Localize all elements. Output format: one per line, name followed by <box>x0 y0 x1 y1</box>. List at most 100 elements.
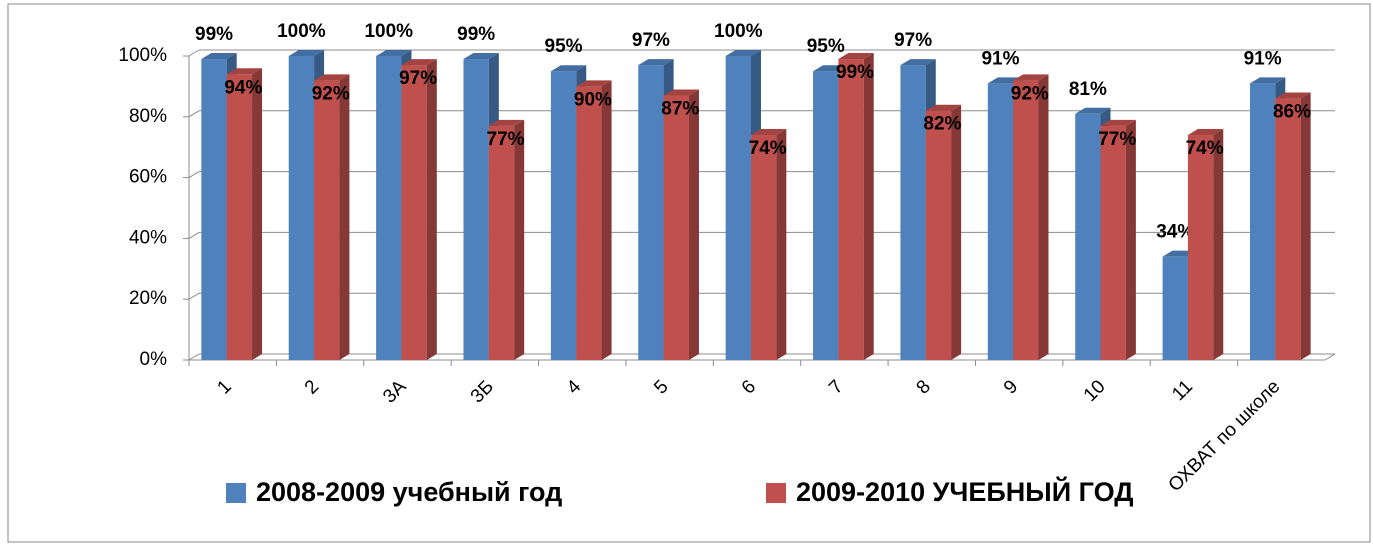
data-label: 82% <box>923 114 961 135</box>
grid-depth <box>188 231 200 239</box>
bar-top <box>925 104 962 111</box>
bar <box>925 104 962 360</box>
legend-swatch <box>766 483 786 503</box>
bar-side <box>1300 92 1311 360</box>
bar <box>401 59 437 361</box>
bar-front <box>925 110 952 360</box>
bar-side <box>426 59 437 361</box>
bar-top <box>1249 77 1286 84</box>
bar-top <box>1275 92 1311 99</box>
y-tick-label: 100% <box>118 45 167 66</box>
bar-front <box>838 59 864 360</box>
grid-depth <box>188 110 200 118</box>
data-label: 81% <box>1069 79 1107 100</box>
bar <box>663 89 699 361</box>
data-label: 99% <box>457 24 495 45</box>
bar-top <box>751 129 787 136</box>
legend-label: 2008-2009 учебный год <box>256 477 562 507</box>
grid-depth <box>188 292 200 300</box>
bar-side <box>601 80 612 361</box>
bar-top <box>401 59 437 66</box>
bar-top <box>463 53 499 60</box>
bar-front <box>1187 135 1214 360</box>
bar-side <box>1125 119 1136 360</box>
bar-top <box>488 119 525 126</box>
grid-depth <box>188 353 200 361</box>
data-label: 92% <box>1011 83 1049 104</box>
data-label: 99% <box>836 62 874 83</box>
bar-front <box>463 59 489 360</box>
data-label: 94% <box>224 77 262 98</box>
data-label: 100% <box>714 21 763 42</box>
bar-side <box>1213 129 1224 360</box>
bar-front <box>1162 256 1188 360</box>
data-label: 74% <box>1186 138 1224 159</box>
bar-front <box>314 80 340 360</box>
legend-swatch <box>226 483 246 503</box>
x-axis-depth <box>1324 353 1336 361</box>
bar <box>576 80 612 361</box>
data-label: 95% <box>545 36 583 57</box>
data-label: 90% <box>574 89 612 110</box>
bar-top <box>1187 129 1224 136</box>
bar-front <box>663 95 689 361</box>
bar-side <box>863 53 874 360</box>
bar-front <box>1249 83 1276 361</box>
bar-front <box>987 83 1014 361</box>
bar-front <box>576 86 602 361</box>
bar-front <box>1100 125 1126 360</box>
bar-top <box>550 65 587 72</box>
bar-top <box>725 50 761 56</box>
data-label: 86% <box>1273 102 1311 123</box>
bar-front <box>1275 98 1301 360</box>
data-label: 74% <box>749 138 787 159</box>
y-tick-label: 0% <box>140 349 168 370</box>
bar <box>1100 119 1136 360</box>
y-tick-label: 80% <box>129 106 167 127</box>
bar-top <box>1100 119 1136 126</box>
bar-front <box>488 125 515 360</box>
bar-front <box>900 65 926 361</box>
data-label: 91% <box>981 48 1019 69</box>
grid-depth <box>188 171 200 179</box>
bar-top <box>663 89 699 96</box>
bar-top <box>900 59 936 66</box>
y-tick-label: 60% <box>129 167 167 188</box>
bar-side <box>951 104 962 360</box>
data-label: 100% <box>364 21 413 42</box>
bar-front <box>1075 113 1101 360</box>
bar-front <box>288 56 315 360</box>
bar <box>838 53 874 360</box>
data-label: 77% <box>1098 129 1136 150</box>
bar-front <box>1013 80 1039 360</box>
bar-front <box>201 59 227 360</box>
bar <box>488 119 525 360</box>
bar-top <box>288 50 325 56</box>
data-label: 97% <box>399 68 437 89</box>
y-tick-label: 20% <box>129 288 167 309</box>
bar <box>1187 129 1224 360</box>
bar <box>1013 74 1049 360</box>
bar-top <box>838 53 874 60</box>
grid-depth <box>188 49 200 57</box>
bar-front <box>376 56 402 360</box>
bar <box>226 68 263 361</box>
bar-top <box>314 74 350 81</box>
bar-side <box>514 119 525 360</box>
y-tick-label: 40% <box>129 227 167 248</box>
bar-side <box>776 129 787 360</box>
bar-side <box>252 68 263 361</box>
bar-front <box>813 71 839 360</box>
bar-front <box>401 65 427 361</box>
bar-top <box>201 53 237 60</box>
data-label: 91% <box>1244 48 1282 69</box>
bar-side <box>688 89 699 361</box>
bar-top <box>1013 74 1049 81</box>
bar-top <box>1075 107 1111 114</box>
data-label: 97% <box>632 30 670 51</box>
data-label: 34% <box>1156 222 1194 243</box>
data-label: 99% <box>195 24 233 45</box>
bar-top <box>226 68 263 75</box>
data-label: 100% <box>277 21 326 42</box>
